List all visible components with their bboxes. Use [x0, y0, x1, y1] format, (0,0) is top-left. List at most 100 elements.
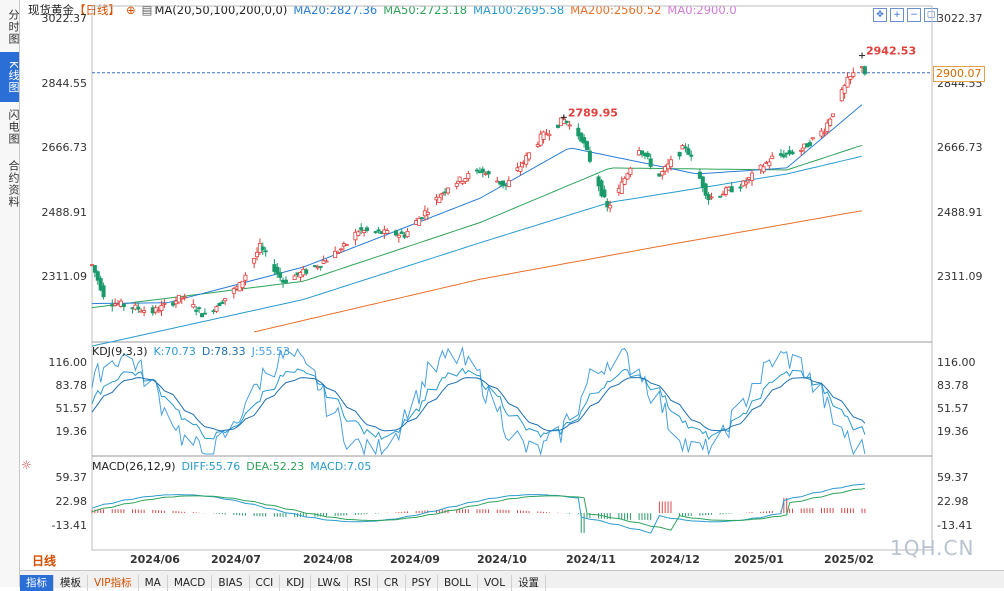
macd-legend: MACD(26,12,9) DIFF:55.76 DEA:52.23 MACD:7.0…: [92, 460, 377, 474]
tab-settings[interactable]: 设置: [512, 575, 547, 591]
tab-boll[interactable]: BOLL: [438, 575, 478, 591]
candle-body: [283, 279, 288, 283]
kdj-j-line: [91, 346, 866, 456]
tab-ma[interactable]: MA: [139, 575, 168, 591]
kdj-j: J:55.53: [251, 345, 291, 358]
candle-body: [156, 310, 161, 313]
candle-body: [98, 278, 103, 291]
kdj-tick-right-3: 19.36: [937, 425, 969, 438]
candle-body: [640, 150, 645, 155]
ma200-line: [253, 210, 863, 333]
tab-timeshare[interactable]: 分时图: [7, 9, 20, 45]
high-label: 2789.95: [568, 106, 618, 119]
candle-body: [738, 186, 743, 189]
expand-icon[interactable]: ✥: [873, 8, 887, 22]
candle-body: [781, 154, 786, 158]
candle-body: [275, 266, 280, 274]
candle-body: [770, 155, 775, 159]
fullscreen-icon[interactable]: ▢: [924, 8, 938, 22]
kdj-tick-right-0: 116.00: [937, 356, 976, 369]
candle-body: [767, 161, 772, 167]
candle-body: [118, 300, 123, 307]
candle-body: [501, 180, 506, 187]
x-label-0: 2024/06: [130, 553, 180, 566]
candle-body: [417, 218, 422, 226]
macd-dea-line: [91, 487, 866, 531]
settings-icon[interactable]: ⊕: [126, 3, 136, 17]
price-tick-right-2: 2666.73: [937, 141, 983, 154]
candle-body: [136, 306, 141, 310]
candle-body: [263, 250, 268, 253]
tab-contract-info[interactable]: 合约资料: [7, 160, 20, 208]
candle-body: [231, 288, 236, 294]
tab-macd[interactable]: MACD: [168, 575, 213, 591]
candle-body: [585, 141, 590, 150]
candle-body: [312, 265, 317, 268]
candle-body: [243, 274, 248, 281]
tab-kdj[interactable]: KDJ: [280, 575, 312, 591]
candle-body: [862, 66, 867, 75]
candle-body: [260, 246, 265, 251]
tab-rsi[interactable]: RSI: [348, 575, 378, 591]
tab-vol[interactable]: VOL: [478, 575, 513, 591]
candle-body: [182, 296, 187, 299]
candle-body: [159, 305, 164, 311]
kdj-tick-left-1: 83.78: [55, 379, 88, 392]
tab-flash[interactable]: 闪电图: [7, 109, 20, 145]
candle-body: [628, 167, 633, 175]
candle-body: [648, 158, 653, 167]
candle-body: [831, 113, 836, 117]
indicator-settings-icon[interactable]: ☼: [21, 458, 32, 472]
tab-bias[interactable]: BIAS: [212, 575, 250, 591]
candle-body: [194, 309, 199, 312]
kdj-tick-left-0: 116.00: [48, 356, 88, 369]
tab-cci[interactable]: CCI: [250, 575, 281, 591]
tab-template[interactable]: 模板: [54, 575, 88, 591]
tab-indicator[interactable]: 指标: [20, 575, 54, 591]
candle-body: [750, 172, 755, 181]
candle-body: [697, 171, 702, 179]
period-button[interactable]: 日线: [32, 554, 57, 568]
candle-body: [240, 280, 245, 289]
candle-body: [338, 248, 343, 251]
candle-body: [217, 303, 222, 307]
candle-body: [425, 212, 430, 215]
tab-psy[interactable]: PSY: [406, 575, 438, 591]
candle-body: [480, 168, 485, 173]
candle-body: [625, 173, 630, 180]
macd-tick-right-2: -13.41: [937, 519, 973, 532]
zoom-out-icon[interactable]: −: [907, 8, 921, 22]
price-tick-right-0: 3022.37: [937, 12, 983, 25]
candle-body: [576, 127, 581, 137]
tab-vip-indicator[interactable]: VIP指标: [88, 575, 139, 591]
zoom-in-icon[interactable]: +: [890, 8, 904, 22]
candle-body: [214, 306, 219, 312]
candle-body: [608, 204, 613, 209]
candle-body: [761, 166, 766, 173]
macd-dea: DEA:52.23: [246, 460, 305, 473]
high-label: 2942.53: [866, 45, 916, 58]
candle-body: [466, 173, 471, 180]
candle-body: [744, 181, 749, 185]
candle-body: [292, 275, 297, 281]
candle-body: [842, 84, 847, 94]
candle-body: [393, 230, 398, 236]
indicator-tab-bar: 指标 模板 VIP指标 MA MACD BIAS CCI KDJ LW& RSI CR PSY BOLL…: [20, 570, 1004, 591]
candle-body: [474, 169, 479, 172]
candle-body: [336, 252, 341, 254]
candle-body: [223, 298, 228, 302]
candle-body: [668, 159, 673, 168]
candle-body: [587, 150, 592, 162]
tab-lwr[interactable]: LW&: [311, 575, 348, 591]
candle-body: [153, 307, 158, 313]
candle-body: [799, 149, 804, 152]
tab-cr[interactable]: CR: [378, 575, 406, 591]
tab-kline[interactable]: K线图: [0, 52, 20, 102]
candle-body: [619, 181, 624, 194]
candle-body: [437, 196, 442, 204]
candle-body: [686, 148, 691, 155]
candle-body: [173, 300, 178, 305]
candle-body: [142, 310, 147, 313]
candle-body: [822, 132, 827, 135]
